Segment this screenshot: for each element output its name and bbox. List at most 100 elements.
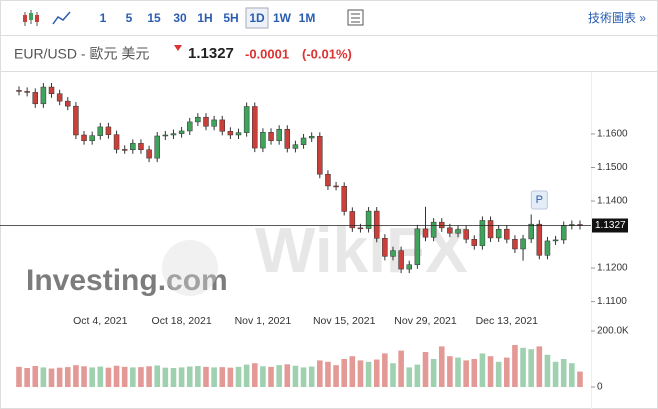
candle-body xyxy=(365,210,372,229)
table-icon[interactable] xyxy=(347,9,364,26)
change: -0.0001 xyxy=(245,46,289,61)
technical-chart-link[interactable]: 技術圖表 » xyxy=(588,11,646,25)
volume-bar xyxy=(463,360,469,387)
volume-bar xyxy=(89,367,95,387)
volume-bar xyxy=(390,363,396,387)
candle-body xyxy=(292,144,299,149)
interval-button[interactable]: 1D xyxy=(249,11,265,25)
volume-bar xyxy=(276,365,282,387)
volume-bar xyxy=(325,361,331,387)
candle-body xyxy=(89,135,95,141)
volume-bar xyxy=(40,367,47,387)
candle-body xyxy=(211,119,217,127)
candle-body xyxy=(390,250,396,257)
interval-button[interactable]: 1 xyxy=(100,11,107,25)
interval-button[interactable]: 1W xyxy=(273,11,292,25)
volume-bar xyxy=(544,354,551,387)
volume-bar xyxy=(243,364,250,387)
volume-bar xyxy=(495,361,502,387)
candle-body xyxy=(504,228,510,240)
volume-bar xyxy=(308,366,315,387)
x-tick-label: Nov 15, 2021 xyxy=(313,315,376,327)
candle-body xyxy=(138,143,144,150)
volume-bar xyxy=(260,366,266,387)
line-icon[interactable] xyxy=(52,11,71,25)
marker-box xyxy=(530,190,548,210)
candle-body xyxy=(243,106,250,133)
candle-body xyxy=(130,143,136,150)
candle-body xyxy=(308,136,315,139)
volume-bar xyxy=(97,366,104,387)
candle-body xyxy=(398,250,404,270)
volume-bar xyxy=(317,360,323,387)
volume-bar xyxy=(227,367,234,387)
y-tick-label: 0 xyxy=(597,382,603,393)
volume-bar xyxy=(414,364,421,387)
candle-body xyxy=(463,229,469,240)
y-tick-label: 1.1500 xyxy=(597,162,628,173)
candle-body xyxy=(65,100,71,107)
volume-bar xyxy=(284,364,291,387)
volume-bar xyxy=(154,365,161,387)
volume-bar xyxy=(268,366,274,387)
candle-body xyxy=(203,116,209,127)
candle-body xyxy=(528,223,534,240)
candle-body xyxy=(284,129,291,149)
candle-body xyxy=(317,136,323,175)
volume-bar xyxy=(357,360,364,387)
candle-body xyxy=(471,238,478,246)
volume-bar xyxy=(186,366,193,387)
candle-body xyxy=(447,227,453,234)
x-tick-label: Oct 4, 2021 xyxy=(73,315,127,327)
candle-body xyxy=(146,149,152,159)
candle-icon[interactable] xyxy=(23,10,39,26)
candle-body xyxy=(154,135,160,159)
volume-bar xyxy=(373,359,380,387)
candle-body xyxy=(536,223,543,256)
volume-bar xyxy=(528,349,534,387)
volume-bar xyxy=(577,371,583,387)
candle-body xyxy=(105,126,112,135)
volume-bar xyxy=(487,356,494,387)
x-tick-label: Dec 13, 2021 xyxy=(476,315,539,327)
candle-body xyxy=(252,106,258,149)
interval-button[interactable]: 1M xyxy=(299,11,316,25)
volume-bar xyxy=(438,346,445,387)
interval-button[interactable]: 30 xyxy=(173,11,187,25)
candle-body xyxy=(382,237,388,257)
candle-body xyxy=(235,132,242,136)
volume-bar xyxy=(382,353,388,387)
volume-bar xyxy=(398,350,404,387)
candle-body xyxy=(325,173,331,187)
volume-bar xyxy=(422,352,429,387)
interval-button[interactable]: 1H xyxy=(197,11,212,25)
volume-bar xyxy=(24,367,30,387)
volume-bar xyxy=(552,361,559,387)
volume-bar xyxy=(455,357,461,387)
volume-bar xyxy=(219,367,226,387)
volume-bar xyxy=(349,356,356,387)
volume-bar xyxy=(138,367,144,387)
volume-bar xyxy=(113,365,120,387)
x-tick-label: Nov 29, 2021 xyxy=(394,315,457,327)
volume-bar xyxy=(333,365,339,387)
candle-body xyxy=(333,185,339,188)
interval-button[interactable]: 5 xyxy=(126,11,133,25)
candle-body xyxy=(260,132,266,149)
candle-body xyxy=(479,220,486,246)
candle-body xyxy=(520,238,526,250)
candle-body xyxy=(32,92,39,105)
interval-button[interactable]: 15 xyxy=(147,11,161,25)
volume-bar xyxy=(56,367,63,387)
candle-body xyxy=(439,221,445,229)
volume-bar xyxy=(341,359,347,387)
volume-bar xyxy=(203,366,209,387)
volume-bar xyxy=(251,363,258,387)
symbol: EUR/USD - 歐元 美元 xyxy=(14,46,149,62)
selected-interval-box xyxy=(245,7,269,29)
volume-bar xyxy=(479,353,486,387)
candle-body xyxy=(430,221,437,238)
interval-button[interactable]: 5H xyxy=(223,11,238,25)
